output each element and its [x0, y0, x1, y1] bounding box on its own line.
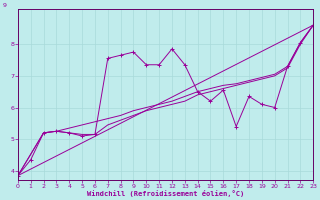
X-axis label: Windchill (Refroidissement éolien,°C): Windchill (Refroidissement éolien,°C) [87, 190, 244, 197]
Text: 9: 9 [3, 3, 7, 8]
